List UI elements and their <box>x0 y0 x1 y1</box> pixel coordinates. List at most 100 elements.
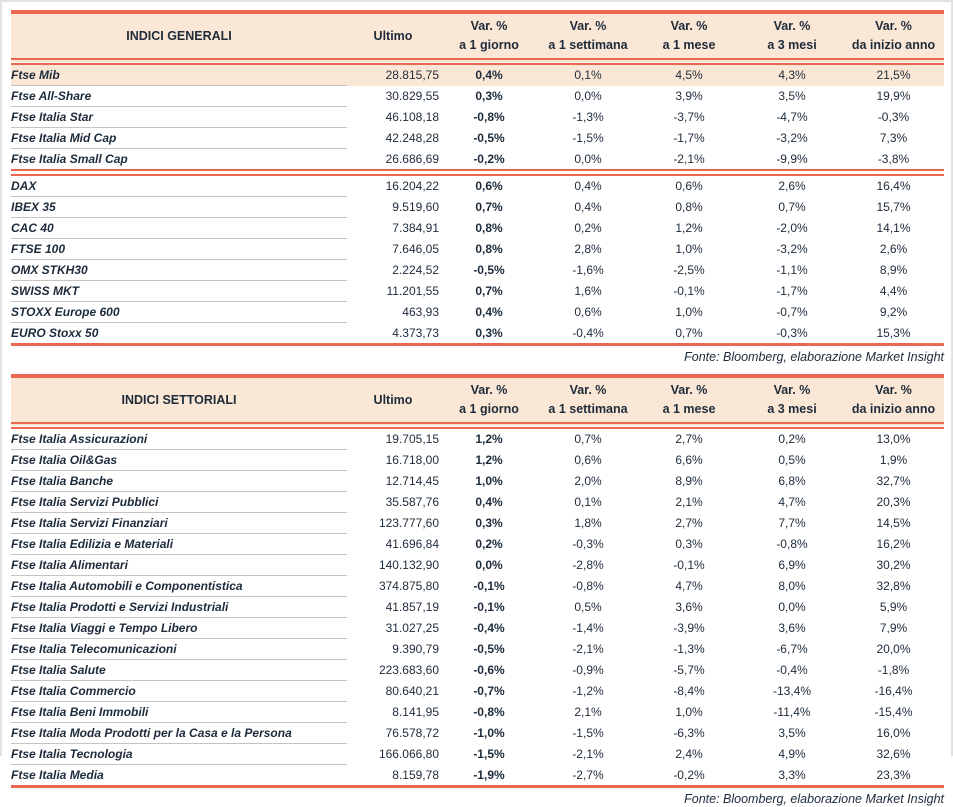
index-row: Ftse Italia Tecnologia 166.066,80 -1,5% -2,… <box>11 743 944 765</box>
last-value: 31.027,25 <box>385 621 439 635</box>
last-value: 30.829,55 <box>385 89 439 103</box>
last-value: 80.640,21 <box>385 684 439 698</box>
col-header-var-1-day: Var. % a 1 giorno <box>439 12 539 65</box>
sector-indices-table: INDICI SETTORIALI Ultimo Var. % a 1 gior… <box>11 374 944 788</box>
var-1-month: -1,3% <box>673 642 705 656</box>
var-1-week: 0,1% <box>539 61 637 86</box>
var-1-week: 1,6% <box>574 284 602 298</box>
var-3-months: 0,0% <box>778 600 806 614</box>
var-3-months: -11,4% <box>773 705 811 719</box>
last-value: 223.683,60 <box>378 663 439 677</box>
var-label: Var. % <box>569 19 607 33</box>
var-1-month: 2,4% <box>675 747 703 761</box>
var-1-week: 0,6% <box>574 305 602 319</box>
var-ytd: 13,0% <box>876 432 911 447</box>
var-1-month: 0,7% <box>637 322 741 346</box>
index-name: Ftse Italia Oil&Gas <box>11 449 347 471</box>
var-1-month: 1,2% <box>675 221 703 235</box>
var-1-day: -0,2% <box>439 148 539 176</box>
var-1-week: 0,4% <box>574 179 602 194</box>
index-row: Ftse Italia Servizi Finanziari 123.777,60… <box>11 512 944 534</box>
var-1-month: 2,7% <box>675 432 703 447</box>
col-header-var-ytd: Var. % da inizio anno <box>843 376 944 429</box>
var-1-month: 0,8% <box>675 200 703 214</box>
index-name: Ftse Italia Telecomunicazioni <box>11 638 347 660</box>
var-3-months: 4,9% <box>778 747 806 761</box>
index-row: EURO Stoxx 50 4.373,73 0,3% -0,4% 0,7% -0,3% 1… <box>11 322 944 346</box>
var-3-months: 0,5% <box>778 453 806 467</box>
index-row: SWISS MKT 11.201,55 0,7% 1,6% -0,1% -1,7% 4,4% <box>11 280 944 302</box>
index-name: Ftse Italia Commercio <box>11 680 347 702</box>
period-label: a 1 settimana <box>548 38 628 52</box>
index-name: Ftse Italia Servizi Pubblici <box>11 491 347 513</box>
last-value: 7.384,91 <box>392 221 439 235</box>
var-1-week: 2,1% <box>574 705 602 719</box>
var-1-day: 0,3% <box>439 322 539 346</box>
var-label: Var. % <box>875 383 912 397</box>
index-name: Ftse Italia Alimentari <box>11 554 347 576</box>
index-row: Ftse Mib 28.815,75 0,4% 0,1% 4,5% 4,3% 21,5% <box>11 61 944 86</box>
var-1-week: -2,1% <box>572 747 604 761</box>
var-ytd: 16,0% <box>876 726 911 740</box>
last-value: 12.714,45 <box>385 474 439 488</box>
var-1-month: 1,0% <box>675 705 703 719</box>
var-label: Var. % <box>470 383 508 397</box>
index-name: SWISS MKT <box>11 280 347 302</box>
var-1-month: 0,6% <box>675 179 703 194</box>
var-3-months: 6,8% <box>778 474 806 488</box>
general-indices-body: Ftse Mib 28.815,75 0,4% 0,1% 4,5% 4,3% 21,5% Ft… <box>11 61 944 346</box>
index-name: Ftse Italia Tecnologia <box>11 743 347 765</box>
index-name: Ftse Mib <box>11 61 347 86</box>
header-row: INDICI SETTORIALI Ultimo Var. % a 1 gior… <box>11 376 944 429</box>
var-3-months: 6,9% <box>778 558 806 572</box>
var-1-week: 0,4% <box>574 200 602 214</box>
var-3-months: -3,2% <box>776 131 808 145</box>
index-row: OMX STKH30 2.224,52 -0,5% -1,6% -2,5% -1,1% 8,… <box>11 259 944 281</box>
last-value: 374.875,80 <box>378 579 439 593</box>
var-3-months: -3,2% <box>776 242 808 256</box>
var-1-day: 0,4% <box>475 495 503 509</box>
var-3-months: 2,6% <box>778 179 806 194</box>
index-name: Ftse Italia Viaggi e Tempo Libero <box>11 617 347 639</box>
var-1-month: -6,3% <box>673 726 705 740</box>
col-header-ultimo: Ultimo <box>347 376 439 429</box>
var-ytd: 30,2% <box>876 558 911 572</box>
var-label: Var. % <box>875 19 912 33</box>
index-row: Ftse Italia Mid Cap 42.248,28 -0,5% -1,5% -1… <box>11 127 944 149</box>
var-1-week: -0,3% <box>572 537 604 551</box>
header-row: INDICI GENERALI Ultimo Var. % a 1 giorno… <box>11 12 944 65</box>
var-1-day: 1,2% <box>475 432 503 447</box>
var-ytd: 4,4% <box>879 284 908 298</box>
var-ytd: 14,1% <box>876 221 911 235</box>
index-name: Ftse Italia Beni Immobili <box>11 701 347 723</box>
var-ytd: 7,9% <box>879 621 908 635</box>
last-value: 7.646,05 <box>392 242 439 256</box>
last-value: 16.718,00 <box>385 453 439 467</box>
var-ytd: 20,0% <box>876 642 911 656</box>
spacer <box>11 365 941 374</box>
var-3-months: -1,7% <box>776 284 808 298</box>
var-ytd: 7,3% <box>879 131 908 145</box>
var-1-day: 0,2% <box>475 537 503 551</box>
var-3-months: 3,6% <box>778 621 806 635</box>
index-name: Ftse Italia Prodotti e Servizi Industria… <box>11 596 347 618</box>
var-ytd: -16,4% <box>874 684 913 698</box>
period-label: da inizio anno <box>851 38 936 52</box>
var-ytd: -1,8% <box>877 663 910 677</box>
var-1-day: 0,3% <box>475 89 503 103</box>
var-1-week: -0,8% <box>572 579 604 593</box>
table-title: INDICI SETTORIALI <box>11 376 347 429</box>
index-name: Ftse Italia Mid Cap <box>11 127 347 149</box>
index-row: Ftse Italia Edilizia e Materiali 41.696,8… <box>11 533 944 555</box>
var-1-week: 0,5% <box>574 600 602 614</box>
index-row: Ftse All-Share 30.829,55 0,3% 0,0% 3,9% 3,5% 1… <box>11 85 944 107</box>
var-1-day: -1,9% <box>439 764 539 788</box>
index-row: Ftse Italia Star 46.108,18 -0,8% -1,3% -3,7%… <box>11 106 944 128</box>
var-ytd: 2,6% <box>879 242 908 256</box>
var-1-day: 0,4% <box>439 61 539 86</box>
var-1-month: 8,9% <box>675 474 703 488</box>
var-1-day: 0,3% <box>475 516 503 530</box>
var-1-day: -1,5% <box>473 747 505 761</box>
last-value: 2.224,52 <box>392 263 439 277</box>
var-1-week: 0,0% <box>574 89 602 103</box>
